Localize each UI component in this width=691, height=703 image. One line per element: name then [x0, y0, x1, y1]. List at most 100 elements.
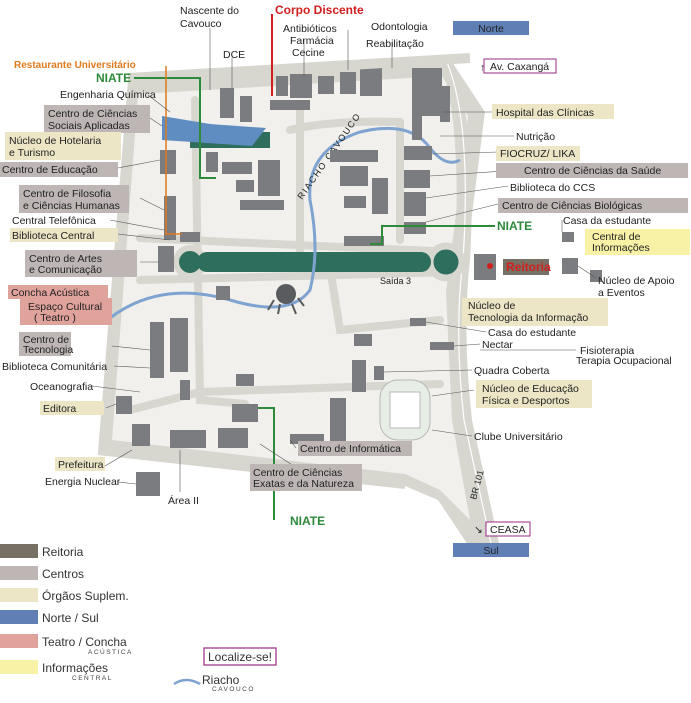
legend-swatch-teatro	[0, 634, 38, 648]
stadium-field	[389, 391, 421, 429]
legend-swatch-norte-sul	[0, 610, 38, 624]
roundabout-east	[426, 242, 466, 282]
restaurante-line	[165, 66, 182, 235]
localize-label: Localize-se!	[208, 650, 272, 664]
label-area2: Área II	[168, 494, 199, 507]
label-energia: Energia Nuclear	[45, 476, 121, 488]
legend-label-centros: Centros	[42, 567, 84, 581]
road-caxanga	[127, 53, 471, 83]
label-cin: Centro de Informática	[300, 443, 401, 455]
label-fisioterapia: Fisioterapia	[580, 345, 634, 357]
label-terapia: Terapia Ocupacional	[576, 355, 672, 367]
legend-riacho-line	[173, 678, 201, 686]
leader-lines	[91, 28, 597, 492]
label-nti-2: Tecnologia da Informação	[468, 312, 588, 324]
label-nefd-1: Núcleo de Educação	[482, 383, 579, 395]
label-nti-1: Núcleo de	[468, 300, 515, 312]
legend-label-teatro: Teatro / Concha	[42, 635, 127, 649]
label-ccen-2: Exatas e da Natureza	[253, 478, 354, 490]
label-ccsa-2: Sociais Aplicadas	[48, 120, 130, 132]
label-niate-1: NIATE	[96, 71, 131, 85]
legend-label-info: Informações	[42, 661, 108, 675]
legend-riacho-label: Riacho	[202, 673, 240, 687]
label-oceanografia: Oceanografia	[30, 381, 93, 393]
label-hc: Hospital das Clínicas	[496, 107, 594, 119]
label-central-tel: Central Telefônica	[12, 215, 96, 227]
legend-swatch-orgaos	[0, 588, 38, 602]
label-ceasa: CEASA	[490, 524, 526, 536]
niate-line-1	[134, 77, 216, 179]
buildings	[116, 68, 602, 496]
label-odontologia: Odontologia	[371, 21, 428, 33]
legend-riacho-sub: CAVOUCO	[212, 686, 255, 693]
label-info-1: Central de	[592, 231, 641, 243]
label-reabilitacao: Reabilitação	[366, 38, 424, 50]
label-saida3: Saída 3	[380, 276, 411, 286]
lake	[162, 116, 266, 146]
label-editora: Editora	[43, 403, 76, 415]
label-ccsa-1: Centro de Ciências	[48, 108, 137, 120]
label-cac-2: e Comunicação	[29, 264, 102, 276]
legend-sub-info: CENTRAL	[72, 675, 113, 682]
label-antibioticos: Antibióticos	[283, 23, 337, 35]
label-info-2: Informações	[592, 242, 650, 254]
label-espaco-1: Espaço Cultural	[28, 301, 102, 313]
label-restaurante: Restaurante Universitário	[14, 60, 136, 71]
label-sul: Sul	[483, 545, 498, 557]
label-casa-estudante-1: Casa da estudante	[563, 215, 651, 227]
label-corpo-discente: Corpo Discente	[275, 3, 364, 17]
localize-box	[203, 647, 277, 666]
label-norte: Norte	[478, 23, 504, 35]
label-ccs: Centro de Ciências da Saúde	[524, 165, 661, 177]
concha-acustica-shape	[276, 284, 296, 304]
label-nefd-2: Física e Desportos	[482, 395, 570, 407]
label-ccb: Centro de Ciências Biológicas	[502, 200, 642, 212]
label-nascente-1: Nascente do	[180, 5, 239, 17]
label-hotelaria-1: Núcleo de Hotelaria	[9, 135, 101, 147]
label-reitoria: Reitoria	[506, 260, 551, 274]
label-eng-quimica: Engenharia Química	[60, 89, 156, 101]
legend-sub-teatro: ACÚSTICA	[88, 647, 133, 656]
label-nectar: Nectar	[482, 339, 513, 351]
label-nutricao: Nutrição	[516, 131, 555, 143]
label-cecine: Cecine	[292, 47, 325, 59]
legend-label-reitoria: Reitoria	[42, 545, 84, 559]
label-casa-estudante-2: Casa do estudante	[488, 327, 576, 339]
label-espaco-2: ( Teatro )	[34, 312, 76, 324]
label-apoio-2: a Eventos	[598, 287, 645, 299]
legend-label-norte-sul: Norte / Sul	[42, 611, 99, 625]
legend-swatch-info	[0, 660, 38, 674]
label-nascente-2: Cavouco	[180, 18, 222, 30]
label-biblioteca-central: Biblioteca Central	[12, 230, 94, 242]
label-concha: Concha Acústica	[11, 287, 89, 299]
reitoria-marker	[487, 263, 493, 269]
label-bib-ccs: Biblioteca do CCS	[510, 182, 595, 194]
legend-swatch-reitoria	[0, 544, 38, 558]
label-hotelaria-2: e Turismo	[9, 147, 55, 159]
legend-swatch-centros	[0, 566, 38, 580]
label-dce: DCE	[223, 49, 245, 61]
label-educacao: Centro de Educação	[2, 164, 98, 176]
highway-east	[440, 60, 500, 548]
label-backgrounds	[0, 21, 690, 557]
label-caxanga-arrow: ↑	[480, 62, 485, 74]
label-cac-1: Centro de Artes	[29, 253, 102, 265]
niate-line-2	[370, 225, 495, 245]
label-ctg-1: Centro de	[23, 334, 69, 346]
label-caxanga: Av. Caxangá	[490, 61, 549, 73]
label-niate-2: NIATE	[497, 219, 532, 233]
label-cfch-1: Centro de Filosofia	[23, 188, 111, 200]
label-ceasa-arrow: ↘	[474, 524, 483, 536]
label-quadra: Quadra Coberta	[474, 365, 549, 377]
label-fiocruz: FIOCRUZ/ LIKA	[500, 148, 575, 160]
label-ctg-2: Tecnologia	[23, 344, 73, 356]
label-apoio-1: Núcleo de Apoio	[598, 275, 675, 287]
label-bib-comunitaria: Biblioteca Comunitária	[2, 361, 107, 373]
label-clube: Clube Universitário	[474, 431, 563, 443]
label-ccen-1: Centro de Ciências	[253, 467, 342, 479]
label-niate-3: NIATE	[290, 514, 325, 528]
label-cfch-2: e Ciências Humanas	[23, 200, 120, 212]
concha-fins	[267, 297, 305, 315]
legend-label-orgaos: Órgãos Suplem.	[42, 588, 129, 603]
